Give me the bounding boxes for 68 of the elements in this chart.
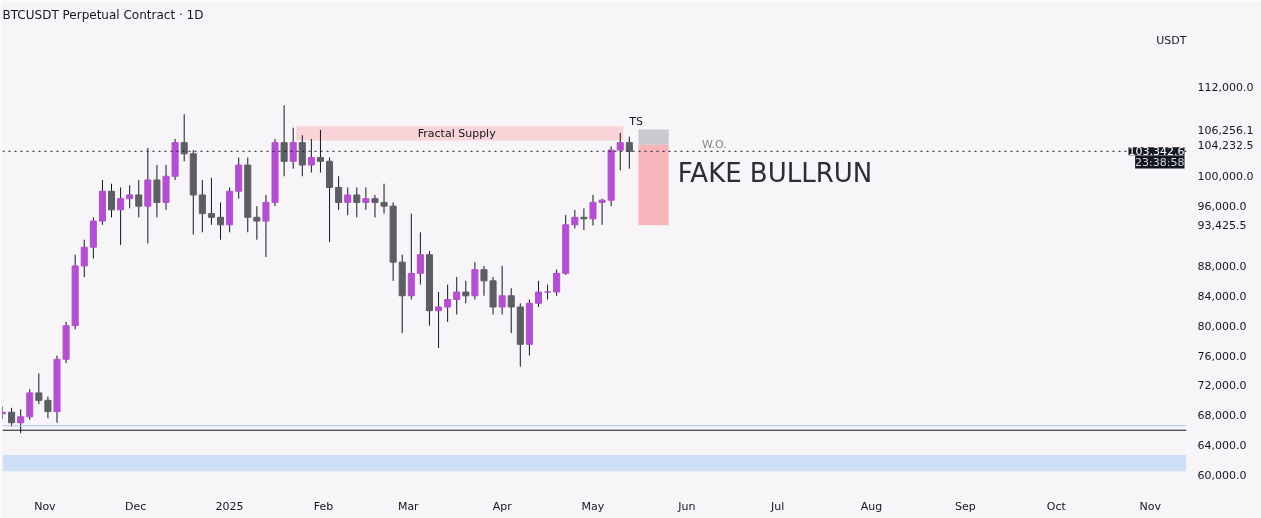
candlestick: [571, 209, 579, 230]
ref-line-label: 103,342.6: [1128, 145, 1185, 159]
candlestick: [353, 186, 361, 218]
candlestick: [416, 231, 424, 286]
y-tick-label: 84,000.0: [1197, 289, 1247, 303]
candlestick: [507, 287, 515, 334]
x-tick-label: Nov: [34, 499, 57, 513]
candlestick: [207, 177, 215, 226]
x-tick-label: Feb: [313, 499, 334, 513]
y-tick-label: 106,256.1: [1197, 123, 1254, 137]
x-tick-label: Jul: [770, 499, 785, 513]
y-tick-label: 80,000.0: [1197, 319, 1247, 333]
candlestick: [8, 407, 16, 427]
candlestick: [217, 201, 225, 241]
candlestick: [335, 175, 343, 211]
candlestick: [580, 207, 588, 231]
annotation: 23:38:58: [1135, 155, 1185, 169]
candlestick: [253, 205, 261, 241]
candlestick: [498, 265, 506, 315]
candlestick: [344, 186, 352, 216]
candlestick: [462, 280, 470, 304]
x-tick-label: Jun: [677, 499, 696, 513]
x-tick-label: Dec: [125, 499, 147, 513]
y-tick-label: 112,000.0: [1197, 80, 1254, 94]
candlestick: [26, 388, 34, 421]
band-label: Fractal Supply: [417, 126, 497, 140]
y-tick-label: 93,425.5: [1197, 219, 1247, 233]
y-tick-label: 96,000.0: [1197, 200, 1247, 214]
candlestick: [362, 186, 370, 211]
candlestick: [534, 280, 543, 308]
y-axis-title: USDT: [1156, 33, 1187, 47]
x-tick-label: Oct: [1046, 499, 1067, 513]
candlestick: [107, 183, 116, 218]
chart-title: BTCUSDT Perpetual Contract · 1D: [2, 7, 204, 22]
candlestick: [435, 291, 443, 349]
x-tick-label: May: [581, 499, 605, 513]
annotation: TS: [628, 115, 644, 129]
y-tick-label: 60,000.0: [1197, 469, 1247, 483]
candlestick: [126, 184, 134, 209]
annotation: W.O.: [702, 137, 727, 151]
x-tick-label: Sep: [955, 499, 976, 513]
candlestick: [35, 372, 43, 405]
annotation: FAKE BULLRUN: [677, 158, 873, 189]
y-tick-label: 100,000.0: [1197, 170, 1254, 184]
x-tick-label: Aug: [860, 499, 883, 513]
candlestick: [598, 198, 606, 226]
x-tick-label: 2025: [215, 499, 244, 513]
y-tick-label: 68,000.0: [1197, 409, 1247, 423]
candlestick: [480, 265, 488, 297]
y-tick-label: 72,000.0: [1197, 379, 1247, 393]
candlestick: [407, 213, 415, 301]
x-tick-label: Mar: [397, 499, 420, 513]
x-tick-label: Apr: [492, 499, 513, 513]
candlestick: [553, 269, 561, 297]
candlestick: [80, 239, 88, 278]
candlestick: [198, 179, 206, 233]
candlestick: [135, 179, 143, 218]
candlestick: [589, 194, 597, 227]
candlestick: [117, 186, 125, 246]
candlestick: [453, 276, 461, 315]
candlestick: [444, 284, 452, 323]
y-tick-label: 76,000.0: [1197, 349, 1247, 363]
y-tick-label: 104,232.5: [1197, 138, 1254, 152]
x-tick-label: Nov: [1139, 499, 1162, 513]
candlestick: [44, 396, 52, 419]
y-tick-label: 64,000.0: [1197, 439, 1247, 453]
y-tick-label: 88,000.0: [1197, 259, 1247, 273]
candlestick: [153, 164, 161, 218]
